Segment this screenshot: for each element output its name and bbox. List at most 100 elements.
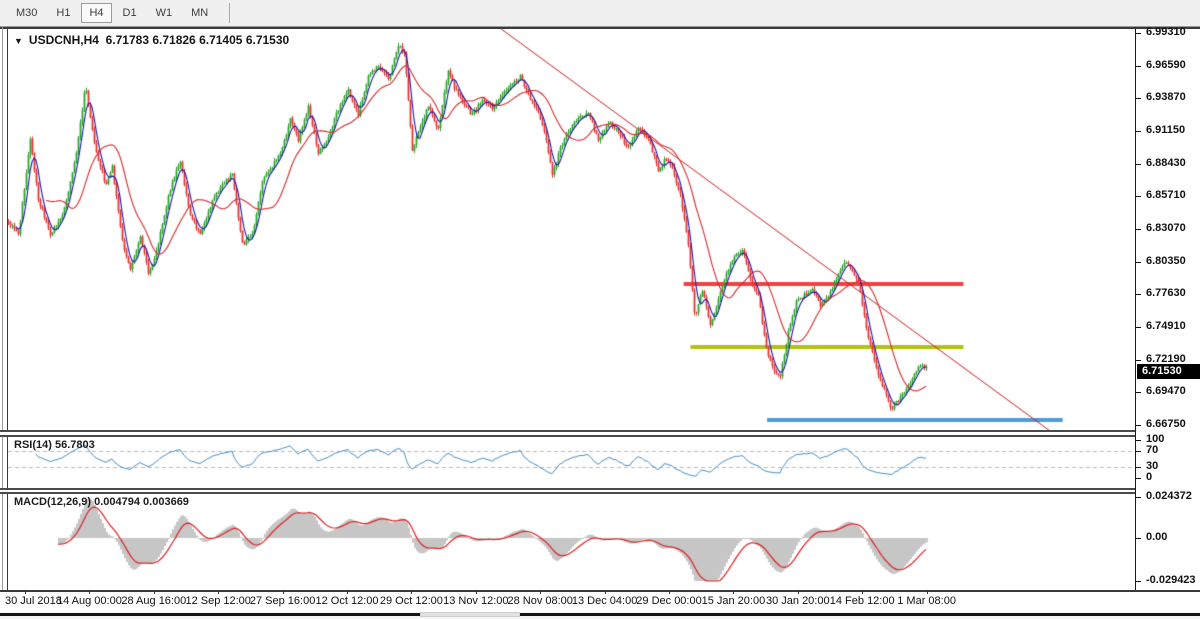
- time-scale-label: 29 Dec 00:00: [636, 595, 702, 607]
- time-scale-tick: [927, 590, 928, 594]
- timeframe-button-h4[interactable]: H4: [81, 3, 112, 23]
- macd-scale-label-tick: [1136, 538, 1141, 539]
- price-axis[interactable]: 6.71530 6.99310 6.96590 6.93870 6.91150 6.88…: [1135, 26, 1200, 590]
- candlestick-chart-canvas[interactable]: [8, 29, 1136, 430]
- time-scale-tick: [733, 590, 734, 594]
- window-frame-top: [0, 27, 1200, 29]
- time-scale-label: 14 Feb 12:00: [829, 595, 895, 607]
- timeframe-buttons: M30 H1 H4 D1 W1 MN: [8, 3, 219, 23]
- time-scale-label: 29 Oct 12:00: [379, 595, 443, 607]
- price-scale-label: 6.66750: [1146, 418, 1186, 430]
- price-scale-label: 6.96590: [1146, 58, 1186, 71]
- time-scale-tick: [25, 590, 26, 594]
- ohlc-close: 6.71530: [245, 33, 290, 47]
- price-scale-label-tick: [1136, 163, 1141, 165]
- panel-splitter-rsi[interactable]: [0, 430, 1200, 437]
- ohlc-low: 6.71405: [199, 33, 243, 47]
- scrollbar-track[interactable]: [0, 613, 1200, 616]
- time-scale-label: 28 Nov 08:00: [507, 595, 573, 607]
- rsi-scale-label: 100: [1146, 433, 1165, 445]
- time-scale-tick: [605, 590, 606, 594]
- rsi-scale-label-tick: [1136, 467, 1141, 468]
- price-scale-label: 6.85710: [1146, 189, 1186, 202]
- timeframe-button-h1[interactable]: H1: [56, 7, 71, 19]
- time-axis[interactable]: 30 Jul 2018 14 Aug 00:00 28 Aug 16:00 12 Se…: [0, 590, 1200, 612]
- macd-indicator-canvas[interactable]: [8, 494, 1136, 590]
- timeframe-button-mn[interactable]: MN: [191, 7, 209, 19]
- price-scale-label-tick: [1136, 131, 1141, 132]
- current-price-tag: 6.71530: [1137, 364, 1200, 379]
- price-scale-label-tick: [1136, 229, 1141, 230]
- rsi-scale-label: 30: [1146, 460, 1159, 472]
- price-scale-label-tick: [1136, 359, 1141, 361]
- time-scale-tick: [218, 590, 219, 594]
- time-scale-label: 13 Nov 12:00: [443, 595, 509, 607]
- macd-scale-label-tick: [1136, 497, 1141, 498]
- panel-splitter-macd[interactable]: [0, 488, 1200, 494]
- time-scale-label: 27 Sep 16:00: [249, 595, 316, 607]
- macd-value-main: 0.004794: [94, 496, 140, 508]
- ohlc-high: 6.71826: [152, 33, 196, 47]
- time-scale-tick: [411, 590, 412, 594]
- macd-scale-label: 0.024372: [1146, 490, 1192, 502]
- ohlc-open: 6.71783: [105, 33, 149, 47]
- timeframe-toolbar: M30 H1 H4 D1 W1 MN: [0, 0, 1200, 27]
- time-scale-tick: [669, 590, 670, 594]
- price-scale-label-tick: [1136, 98, 1141, 100]
- time-scale-tick: [798, 590, 799, 594]
- time-scale-label: 30 Jul 2018: [5, 595, 62, 607]
- rsi-value: 56.7803: [54, 439, 95, 451]
- time-scale-label: 1 Mar 08:00: [897, 595, 956, 607]
- time-scale-label: 14 Aug 00:00: [56, 595, 122, 607]
- rsi-panel: RSI(14) 56.7803: [8, 437, 1136, 488]
- time-scale-label: 30 Jan 20:00: [765, 595, 830, 607]
- price-scale-label-tick: [1136, 425, 1141, 426]
- rsi-name: RSI(14): [14, 439, 52, 451]
- symbol-dropdown-icon[interactable]: ▼: [14, 36, 23, 46]
- price-scale-label: 6.74910: [1146, 320, 1186, 332]
- price-scale-label-tick: [1136, 196, 1141, 198]
- price-scale-label: 6.72190: [1146, 352, 1186, 365]
- timeframe-button-m30[interactable]: M30: [16, 7, 38, 19]
- price-scale-label: 6.83070: [1146, 222, 1186, 234]
- time-scale-label: 12 Oct 12:00: [315, 595, 379, 607]
- price-scale-label-tick: [1136, 33, 1141, 34]
- time-scale-label: 28 Aug 16:00: [121, 595, 187, 607]
- macd-name: MACD(12,26,9): [14, 496, 92, 508]
- window-frame-left: [2, 27, 3, 612]
- timeframe-button-d1[interactable]: D1: [122, 7, 137, 19]
- time-scale-label: 15 Jan 20:00: [701, 595, 766, 607]
- time-scale-tick: [89, 590, 90, 594]
- macd-value-signal: 0.003669: [143, 496, 189, 508]
- horizontal-scrollbar: [0, 612, 1200, 619]
- time-scale-label: 13 Dec 04:00: [571, 595, 638, 607]
- price-scale-label-tick: [1136, 261, 1141, 263]
- price-scale-label: 6.88430: [1146, 156, 1186, 169]
- price-scale-label: 6.69470: [1146, 385, 1186, 398]
- chart-title: ▼ USDCNH,H4 6.71783 6.71826 6.71405 6.715…: [14, 33, 289, 47]
- macd-label: MACD(12,26,9) 0.004794 0.003669: [14, 496, 189, 508]
- price-scale-label: 6.80350: [1146, 254, 1186, 267]
- price-chart-panel: ▼ USDCNH,H4 6.71783 6.71826 6.71405 6.715…: [8, 29, 1136, 430]
- time-scale-tick: [476, 590, 477, 594]
- rsi-indicator-canvas[interactable]: [8, 437, 1136, 488]
- macd-panel: MACD(12,26,9) 0.004794 0.003669: [8, 494, 1136, 590]
- macd-scale-label-tick: [1136, 581, 1141, 582]
- time-scale-tick: [862, 590, 863, 594]
- timeframe-button-w1[interactable]: W1: [155, 7, 173, 19]
- time-scale-tick: [347, 590, 348, 594]
- time-scale-tick: [283, 590, 284, 594]
- price-scale-label: 6.93870: [1146, 91, 1186, 104]
- rsi-label: RSI(14) 56.7803: [14, 439, 95, 451]
- scrollbar-thumb[interactable]: [420, 612, 520, 617]
- macd-scale-label: -0.029423: [1146, 574, 1196, 586]
- rsi-scale-label: 70: [1146, 444, 1159, 456]
- price-scale-label: 6.91150: [1146, 124, 1186, 136]
- price-scale-label: 6.99310: [1146, 26, 1186, 38]
- macd-scale-label: 0.00: [1146, 531, 1168, 543]
- panel-bottom-border: [0, 590, 1200, 592]
- price-scale-label-tick: [1136, 327, 1141, 328]
- rsi-scale-label-tick: [1136, 478, 1141, 479]
- time-scale-tick: [154, 590, 155, 594]
